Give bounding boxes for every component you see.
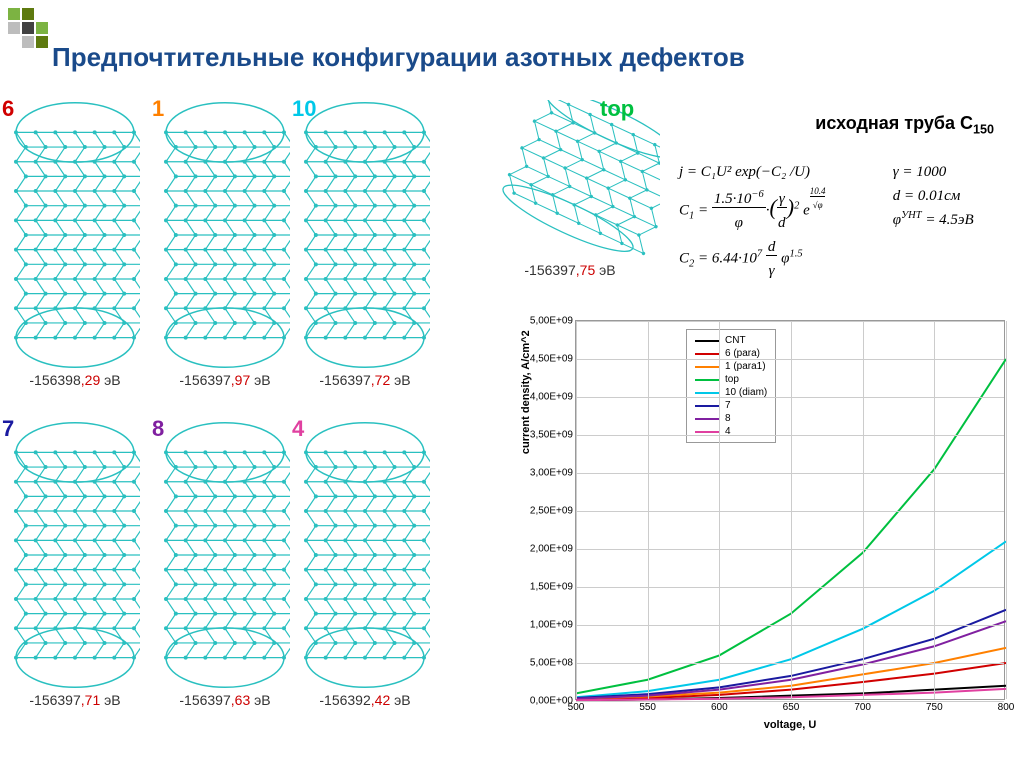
chart-legend: CNT6 (para)1 (para1)top10 (diam)784 <box>686 329 776 443</box>
nanotube-4: 4-156392,42 эВ <box>300 420 430 708</box>
equations: j = C₁U² exp(−C₂ /U) C1 = 1.5·10−6φ·(γd)… <box>679 160 994 283</box>
tube-label: 4 <box>292 416 304 442</box>
xtick: 600 <box>711 699 728 713</box>
legend-item: 1 (para1) <box>695 360 767 373</box>
eq-c1: C1 = 1.5·10−6φ·(γd)2 e10.4√φ <box>679 184 879 235</box>
ytick: 3,50E+09 <box>530 430 576 441</box>
legend-item: top <box>695 373 767 386</box>
legend-item: CNT <box>695 334 767 347</box>
nanotube-6: 6-156398,29 эВ <box>10 100 140 388</box>
xtick: 800 <box>998 699 1015 713</box>
energy-value: -156397,75 эВ <box>524 262 615 278</box>
legend-item: 4 <box>695 425 767 438</box>
ytick: 5,00E+09 <box>530 316 576 327</box>
ytick: 1,50E+09 <box>530 582 576 593</box>
source-tube-title: исходная труба C150 <box>815 113 994 137</box>
eq-d: d = 0.01см <box>893 184 993 208</box>
xtick: 550 <box>639 699 656 713</box>
energy-value: -156398,29 эВ <box>29 372 120 388</box>
ytick: 2,50E+09 <box>530 506 576 517</box>
nanotube-top: top-156397,75 эВ <box>480 100 660 278</box>
tube-label: top <box>600 96 634 122</box>
ytick: 2,00E+09 <box>530 544 576 555</box>
ytick: 4,50E+09 <box>530 354 576 365</box>
legend-item: 8 <box>695 412 767 425</box>
x-axis-label: voltage, U <box>764 719 817 731</box>
tube-label: 6 <box>2 96 14 122</box>
nanotube-8: 8-156397,63 эВ <box>160 420 290 708</box>
ytick: 1,00E+09 <box>530 620 576 631</box>
nanotube-1: 1-156397,97 эВ <box>160 100 290 388</box>
tube-label: 8 <box>152 416 164 442</box>
xtick: 700 <box>854 699 871 713</box>
page-title: Предпочтительные конфигурации азотных де… <box>52 42 745 73</box>
eq-j: j = C₁U² exp(−C₂ /U) <box>679 160 879 184</box>
energy-value: -156397,71 эВ <box>29 692 120 708</box>
xtick: 650 <box>783 699 800 713</box>
logo <box>8 8 50 50</box>
legend-item: 7 <box>695 399 767 412</box>
energy-value: -156397,97 эВ <box>179 372 270 388</box>
energy-value: -156392,42 эВ <box>319 692 410 708</box>
plot-area: CNT6 (para)1 (para1)top10 (diam)784 curr… <box>575 320 1005 700</box>
tube-label: 1 <box>152 96 164 122</box>
tube-label: 7 <box>2 416 14 442</box>
ytick: 4,00E+09 <box>530 392 576 403</box>
nanotube-7: 7-156397,71 эВ <box>10 420 140 708</box>
tube-label: 10 <box>292 96 316 122</box>
energy-value: -156397,63 эВ <box>179 692 270 708</box>
ytick: 5,00E+08 <box>530 658 576 669</box>
ytick: 3,00E+09 <box>530 468 576 479</box>
energy-value: -156397,72 эВ <box>319 372 410 388</box>
eq-c2: C2 = 6.44·107 dγ φ1.5 <box>679 235 879 283</box>
eq-gamma: γ = 1000 <box>893 160 993 184</box>
eq-phi: φУНТ = 4.5эВ <box>893 208 993 232</box>
xtick: 500 <box>568 699 585 713</box>
nanotube-10: 10-156397,72 эВ <box>300 100 430 388</box>
current-density-chart: CNT6 (para)1 (para1)top10 (diam)784 curr… <box>510 310 1015 740</box>
xtick: 750 <box>926 699 943 713</box>
